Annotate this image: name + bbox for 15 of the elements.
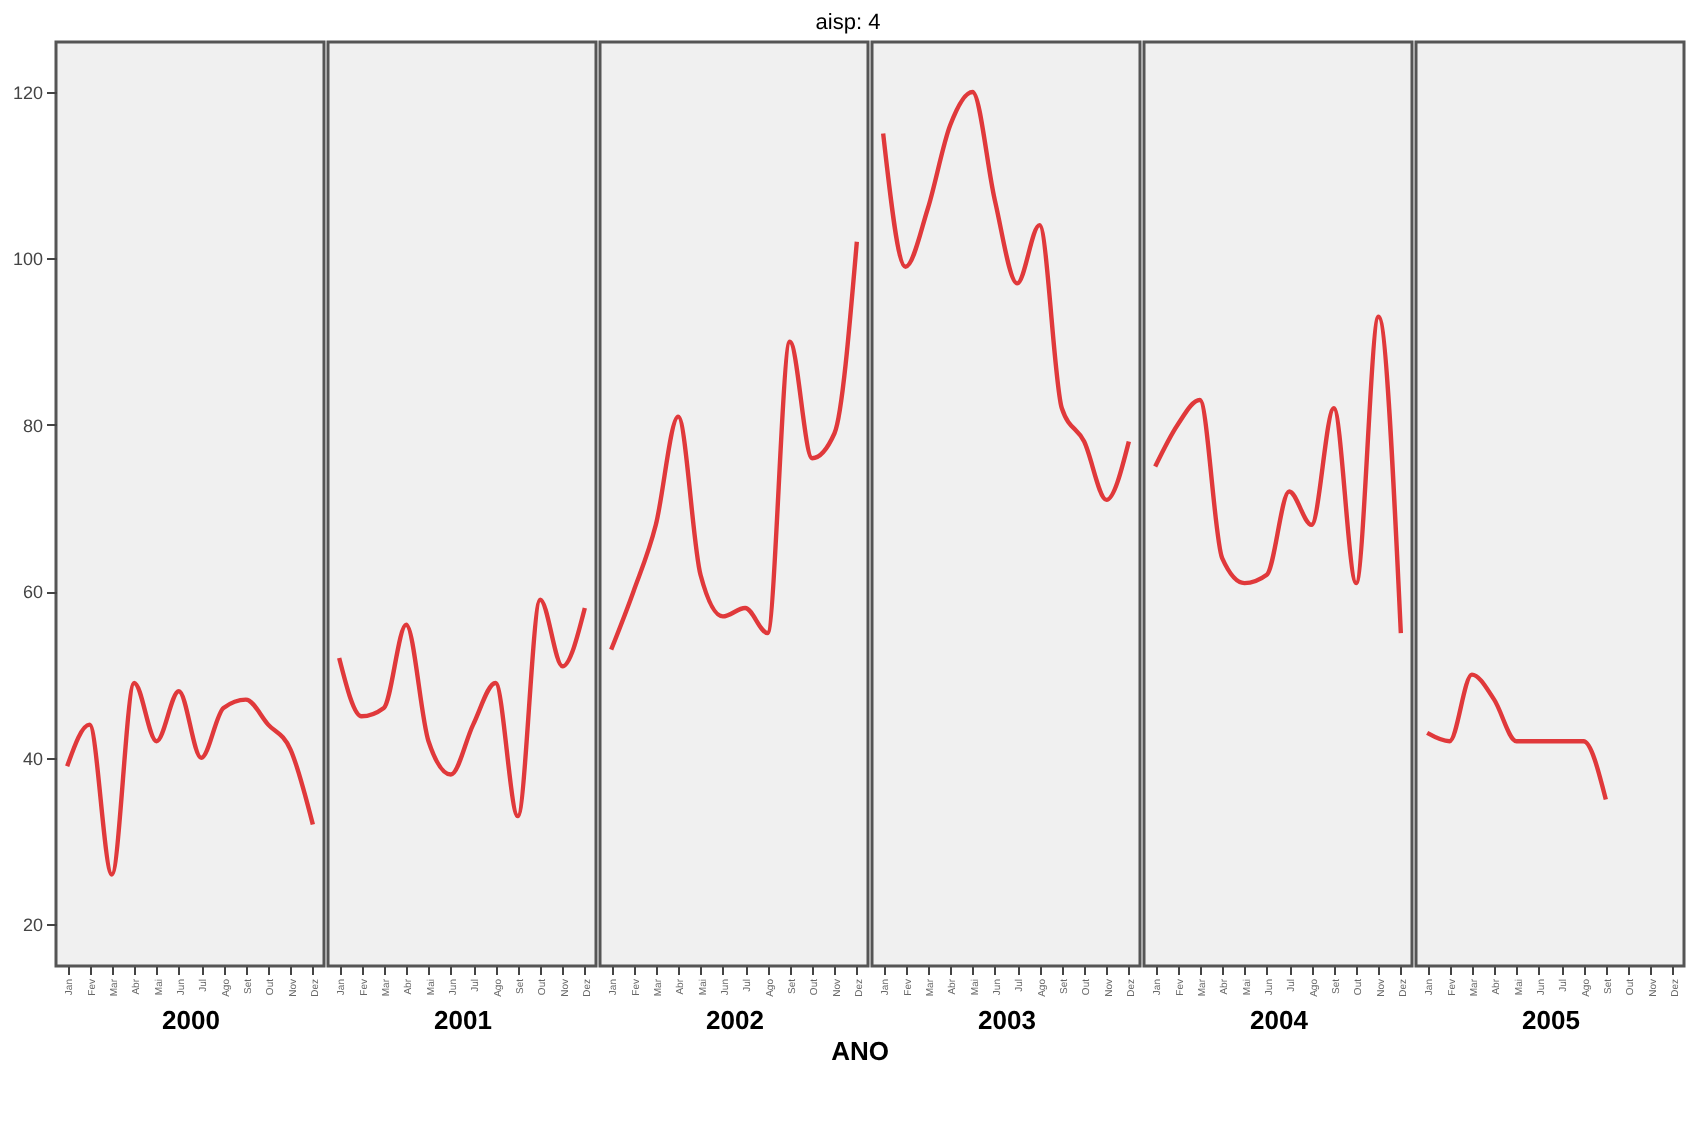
- x-axis-title: 2004: [1250, 1004, 1310, 1035]
- x-axis-title: 2000: [162, 1004, 220, 1035]
- y-tick-label: 80: [22, 415, 43, 436]
- x-axis-title: 2002: [706, 1004, 764, 1035]
- text: ANO: [831, 1036, 889, 1066]
- y-tick-label: 60: [22, 582, 43, 603]
- y-tick-label: 40: [22, 748, 43, 769]
- y-tick-label: 20: [22, 915, 43, 936]
- y-tick-label: 120: [12, 82, 43, 103]
- line-series: [64, 680, 316, 877]
- x-axis-title: 2001: [434, 1004, 492, 1035]
- y-tick-label: 100: [12, 249, 43, 270]
- x-axis-title: 2005: [1522, 1004, 1580, 1035]
- x-axis-title: 2003: [978, 1004, 1036, 1035]
- text: aisp: 4: [815, 10, 881, 35]
